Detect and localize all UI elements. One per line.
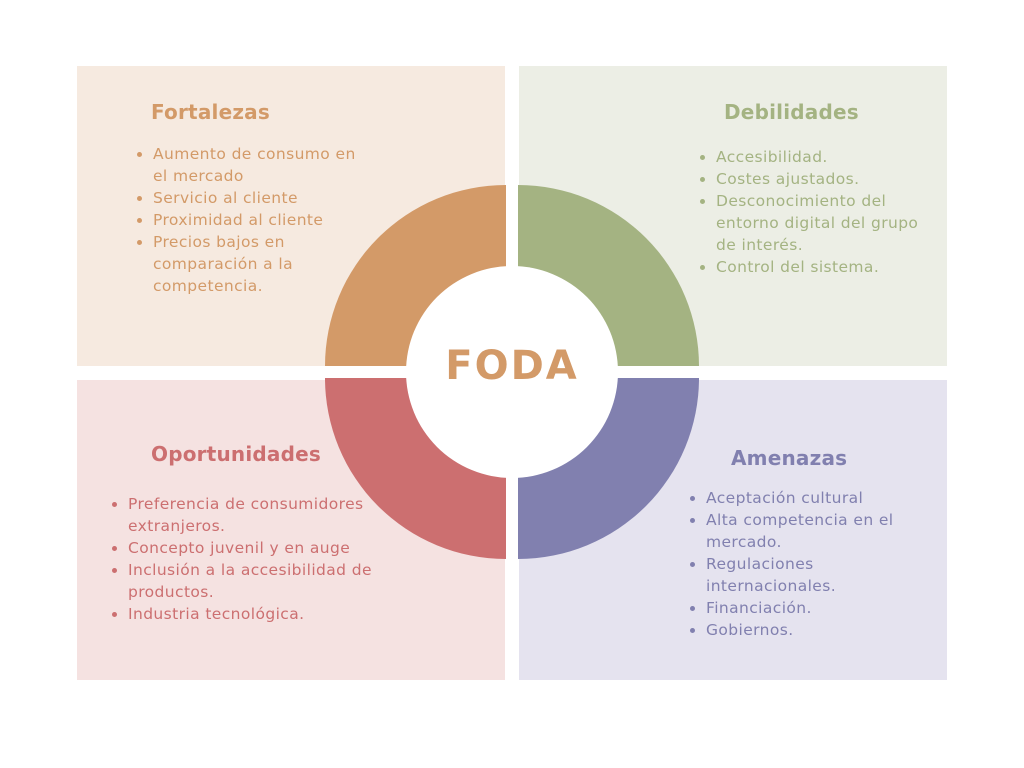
list-item: Aceptación cultural — [706, 487, 946, 509]
amenazas-title: Amenazas — [731, 446, 848, 470]
list-item: Gobiernos. — [706, 619, 946, 641]
list-item: Regulaciones internacionales. — [706, 553, 946, 597]
amenazas-list: Aceptación cultural Alta competencia en … — [686, 487, 946, 641]
list-item: Inclusión a la accesibilidad de producto… — [128, 559, 428, 603]
oportunidades-title: Oportunidades — [151, 442, 322, 466]
list-item: Preferencia de consumidores extranjeros. — [128, 493, 428, 537]
list-item: Control del sistema. — [716, 256, 936, 278]
list-item: Desconocimiento del entorno digital del … — [716, 190, 936, 256]
list-item: Servicio al cliente — [153, 187, 375, 209]
list-item: Concepto juvenil y en auge — [128, 537, 428, 559]
list-item: Alta competencia en el mercado. — [706, 509, 946, 553]
fortalezas-title: Fortalezas — [151, 100, 270, 124]
debilidades-list: Accesibilidad. Costes ajustados. Descono… — [696, 146, 936, 278]
list-item: Financiación. — [706, 597, 946, 619]
list-item: Precios bajos en comparación a la compet… — [153, 231, 375, 297]
center-label: FODA — [445, 343, 579, 389]
oportunidades-list: Preferencia de consumidores extranjeros.… — [108, 493, 428, 625]
fortalezas-list: Aumento de consumo en el mercado Servici… — [133, 143, 375, 297]
list-item: Aumento de consumo en el mercado — [153, 143, 375, 187]
debilidades-title: Debilidades — [724, 100, 859, 124]
list-item: Costes ajustados. — [716, 168, 936, 190]
oportunidades-panel: Oportunidades Preferencia de consumidore… — [77, 380, 505, 680]
center-circle — [406, 266, 618, 478]
list-item: Industria tecnológica. — [128, 603, 428, 625]
list-item: Accesibilidad. — [716, 146, 936, 168]
list-item: Proximidad al cliente — [153, 209, 375, 231]
